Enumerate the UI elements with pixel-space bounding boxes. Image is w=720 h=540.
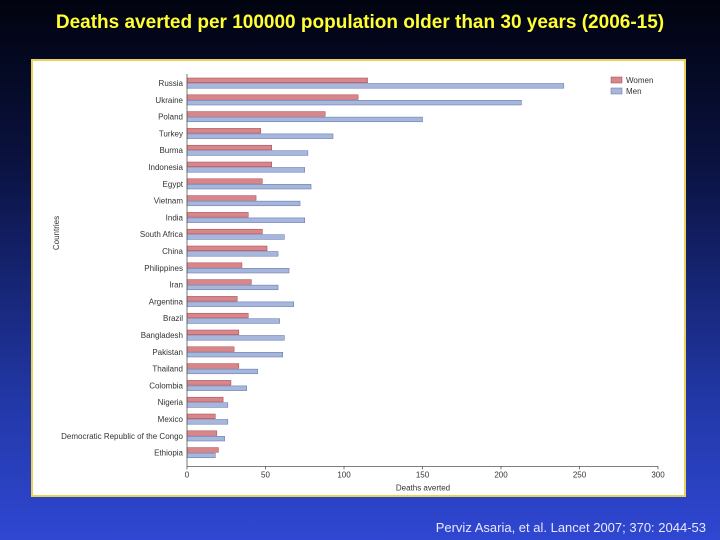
bar-women-18 [186,380,232,386]
category-label: China [162,247,183,256]
bar-women-12 [186,279,252,285]
bar-women-6 [186,178,263,184]
bar-women-11 [186,262,243,268]
category-label: Turkey [159,129,183,138]
legend-swatch-women [610,76,623,84]
bar-men-5 [186,167,305,173]
x-tick-label: 150 [416,470,430,479]
bar-women-9 [186,228,263,235]
category-label: Iran [169,281,183,290]
bar-women-14 [186,312,249,319]
bar-women-3 [186,128,262,134]
category-label: Ukraine [155,96,183,105]
bar-men-6 [186,184,312,190]
bars-group [186,77,565,459]
bar-women-20 [186,413,216,419]
bar-men-12 [186,284,279,291]
chart-panel: Russia Ukraine Poland Turkey Burma Indonesia E… [31,59,686,497]
bar-women-17 [186,363,240,369]
category-label: Egypt [163,180,184,189]
category-label: India [166,213,184,222]
category-label: Burma [159,146,183,155]
category-label: Brazil [163,314,183,323]
bar-men-15 [186,335,285,341]
bar-women-2 [186,111,326,117]
category-label: Poland [158,113,183,122]
bar-men-1 [186,100,522,106]
bar-women-21 [186,430,218,436]
x-tick-label: 200 [494,470,508,479]
category-label: Thailand [152,365,183,374]
bar-men-22 [186,452,216,459]
category-label: Colombia [149,381,183,390]
category-label: Pakistan [152,348,183,357]
y-axis-label: Countries [52,216,61,250]
bar-men-2 [186,116,423,123]
bar-men-16 [186,352,284,358]
bar-men-3 [186,133,334,139]
category-label: Mexico [158,415,184,424]
bar-women-13 [186,296,238,302]
bar-men-14 [186,318,280,324]
x-tick-label: 0 [185,470,190,479]
category-label: Philippines [144,264,183,273]
bar-men-8 [186,217,305,223]
legend: Women Men [610,76,653,96]
category-label: Indonesia [148,163,183,172]
bar-men-9 [186,234,285,240]
category-labels: Russia Ukraine Poland Turkey Burma Indonesia E… [61,79,184,458]
bar-men-20 [186,419,229,425]
bar-women-15 [186,329,240,335]
category-label: South Africa [140,230,184,239]
x-tick-label: 300 [651,470,665,479]
x-tick-label: 50 [261,470,270,479]
category-label: Ethiopia [154,449,183,458]
bar-women-10 [186,245,268,251]
bar-women-16 [186,346,235,352]
bar-men-18 [186,385,247,391]
category-label: Argentina [149,297,184,306]
bar-women-1 [186,94,359,100]
bar-women-19 [186,396,224,403]
bar-women-4 [186,144,273,151]
bar-women-22 [186,447,219,453]
legend-label-men: Men [626,87,642,96]
bar-chart: Russia Ukraine Poland Turkey Burma Indonesia E… [52,74,665,492]
citation: Perviz Asaria, et al. Lancet 2007; 370: … [435,520,706,535]
bar-women-5 [186,161,273,167]
category-label: Vietnam [154,197,184,206]
bar-men-7 [186,200,301,207]
x-tick-label: 100 [337,470,351,479]
category-label: Russia [159,79,184,88]
bar-women-8 [186,212,249,218]
slide-title: Deaths averted per 100000 population old… [55,12,665,33]
bar-women-7 [186,195,257,201]
bar-men-10 [186,251,279,257]
bar-men-4 [186,150,309,156]
bar-women-0 [186,77,368,83]
bar-men-19 [186,402,229,408]
category-label: Bangladesh [141,331,183,340]
legend-swatch-men [610,87,623,95]
legend-label-women: Women [626,76,653,85]
bar-men-0 [186,83,565,89]
x-axis: 0 50 100 150 200 250 300 [185,74,665,479]
x-tick-label: 250 [573,470,587,479]
category-label: Democratic Republic of the Congo [61,432,183,441]
bar-men-17 [186,368,258,375]
bar-men-21 [186,436,225,442]
category-label: Nigeria [158,398,184,407]
bar-men-13 [186,301,295,307]
bar-men-11 [186,268,290,274]
x-axis-label: Deaths averted [396,483,450,492]
